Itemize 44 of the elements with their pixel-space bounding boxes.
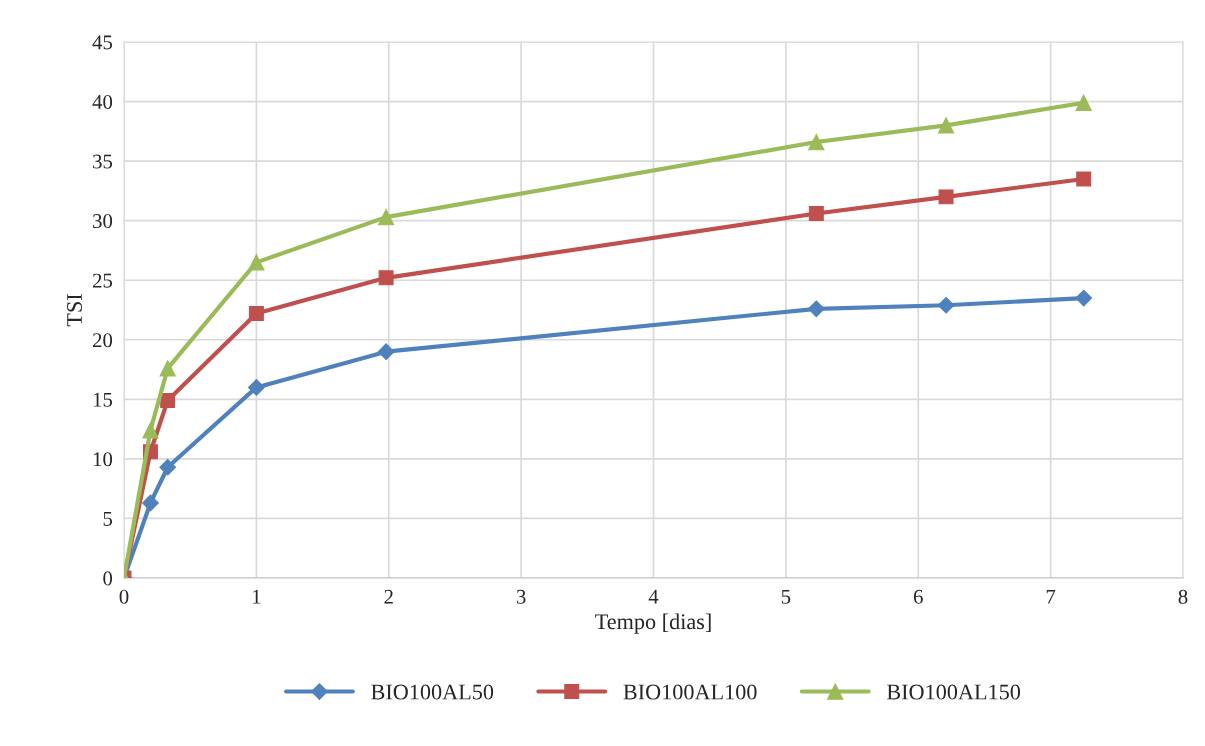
y-tick-label: 45 (92, 35, 113, 50)
point (938, 189, 954, 205)
legend-label: BIO100AL50 (371, 684, 494, 700)
point (378, 270, 394, 286)
point (1076, 171, 1092, 187)
y-tick-label: 40 (92, 94, 113, 109)
point (142, 494, 159, 512)
x-tick-label: 6 (913, 589, 923, 604)
point (248, 306, 264, 322)
point (377, 208, 395, 226)
point (808, 206, 824, 221)
y-tick-label: 25 (92, 273, 113, 288)
point (142, 422, 159, 439)
point (248, 254, 265, 271)
x-tick-label: 2 (384, 589, 393, 604)
y-axis-title: TSI (67, 294, 82, 327)
legend-label: BIO100AL150 (886, 684, 1021, 700)
point (159, 360, 176, 377)
point (1075, 94, 1092, 111)
x-tick-label: 1 (253, 589, 261, 604)
point (937, 117, 955, 134)
point (808, 133, 825, 151)
x-tick-label: 7 (1046, 589, 1056, 604)
y-tick-label: 15 (93, 392, 113, 407)
point (248, 379, 265, 396)
y-tick-label: 35 (93, 154, 113, 169)
point (1075, 289, 1093, 307)
y-tick-label: 5 (103, 512, 113, 526)
x-tick-label: 0 (119, 589, 129, 604)
y-tick-label: 0 (103, 571, 113, 586)
x-tick-label: 4 (648, 589, 659, 604)
x-tick-label: 3 (516, 589, 526, 604)
x-tick-label: 5 (781, 589, 791, 604)
point (377, 343, 395, 361)
y-tick-label: 30 (93, 214, 113, 229)
x-axis-title: Tempo [dias] (595, 613, 711, 634)
y-tick-label: 10 (93, 452, 113, 467)
point (160, 393, 176, 408)
point (807, 300, 825, 318)
x-tick-label: 8 (1178, 589, 1188, 604)
legend-label: BIO100AL100 (623, 684, 757, 700)
point (159, 458, 177, 476)
point (937, 296, 955, 314)
y-tick-label: 20 (92, 333, 113, 348)
